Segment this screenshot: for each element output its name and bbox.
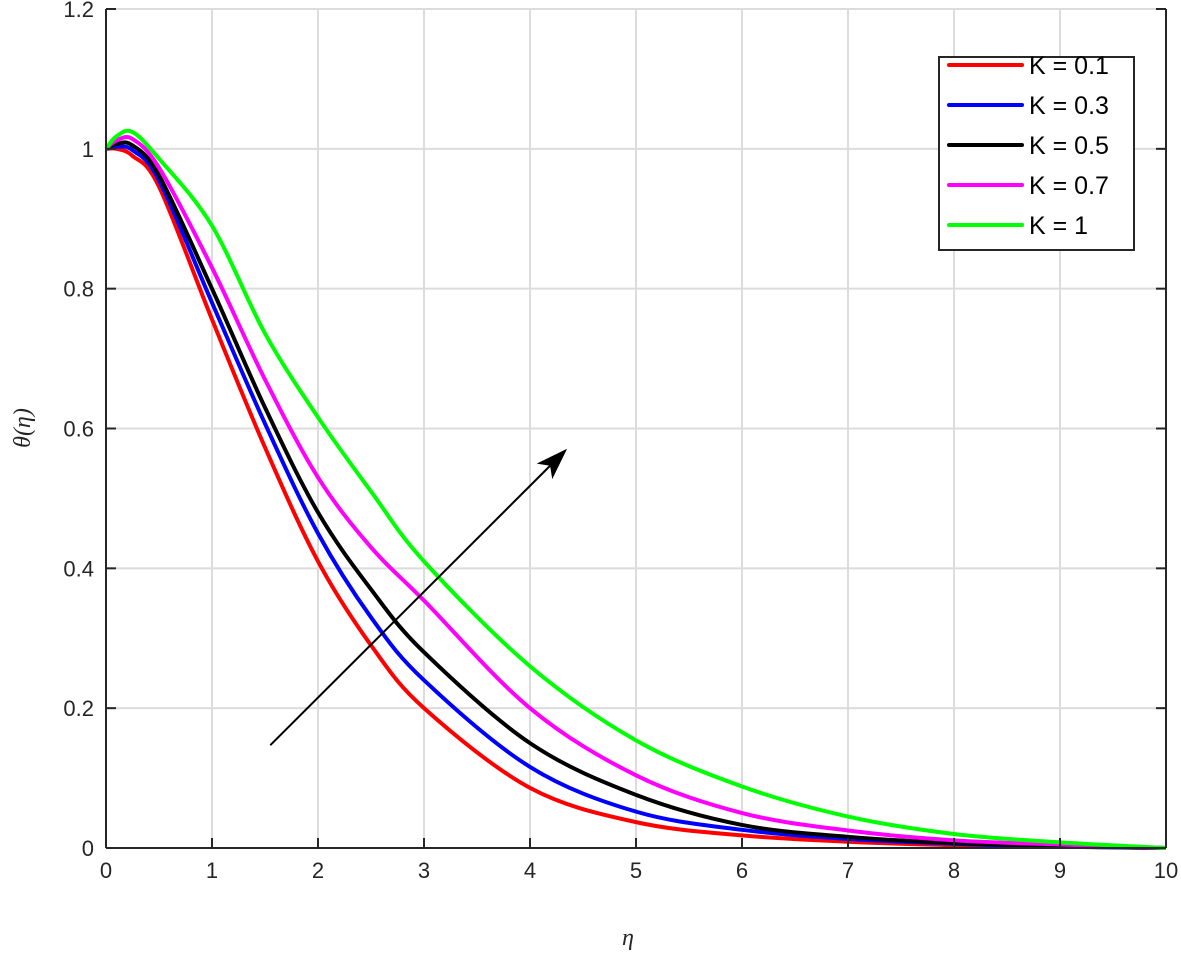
legend-label: K = 0.3 <box>1029 92 1109 120</box>
series-line-5 <box>104 128 1167 850</box>
arrow-head <box>536 448 568 480</box>
x-tick-label: 10 <box>1154 858 1178 883</box>
legend-label: K = 0.7 <box>1029 172 1109 200</box>
series-line-4 <box>104 135 1167 850</box>
x-tick-label: 2 <box>312 858 324 883</box>
x-tick-label: 9 <box>1054 858 1066 883</box>
y-tick-label: 0.8 <box>63 277 94 302</box>
y-tick-label: 1 <box>82 137 94 162</box>
series-line-3 <box>105 140 1167 850</box>
y-tick-label: 0.2 <box>63 696 94 721</box>
x-tick-label: 7 <box>842 858 854 883</box>
y-tick-label: 1.2 <box>63 0 94 22</box>
axes <box>105 8 1167 849</box>
x-axis-label: η <box>622 925 634 951</box>
legend-label: K = 0.5 <box>1029 132 1109 160</box>
y-tick-label: 0.4 <box>63 556 94 581</box>
arrow-shaft <box>269 465 551 746</box>
x-tick-label: 6 <box>736 858 748 883</box>
y-tick-label: 0.6 <box>63 417 94 442</box>
legend-box <box>938 56 1135 251</box>
x-tick-label: 3 <box>418 858 430 883</box>
series-lines <box>104 128 1167 850</box>
y-axis-label: θ(η) <box>10 408 36 448</box>
x-tick-label: 4 <box>524 858 536 883</box>
legend-label: K = 1 <box>1029 212 1088 240</box>
x-tick-label: 8 <box>948 858 960 883</box>
legend-label: K = 0.1 <box>1029 52 1109 80</box>
x-tick-label: 1 <box>206 858 218 883</box>
legend: K = 0.1 K = 0.3 K = 0.5 K = 0.7 K = 1 <box>938 52 1135 251</box>
x-tick-label: 5 <box>630 858 642 883</box>
y-tick-label: 0 <box>82 836 94 861</box>
tick-labels: 0 1 2 3 4 5 6 7 8 9 10 0 0.2 0.4 0.6 0.8 1 1.2 <box>63 0 1178 883</box>
x-tick-label: 0 <box>100 858 112 883</box>
annotation-arrow <box>269 448 568 746</box>
